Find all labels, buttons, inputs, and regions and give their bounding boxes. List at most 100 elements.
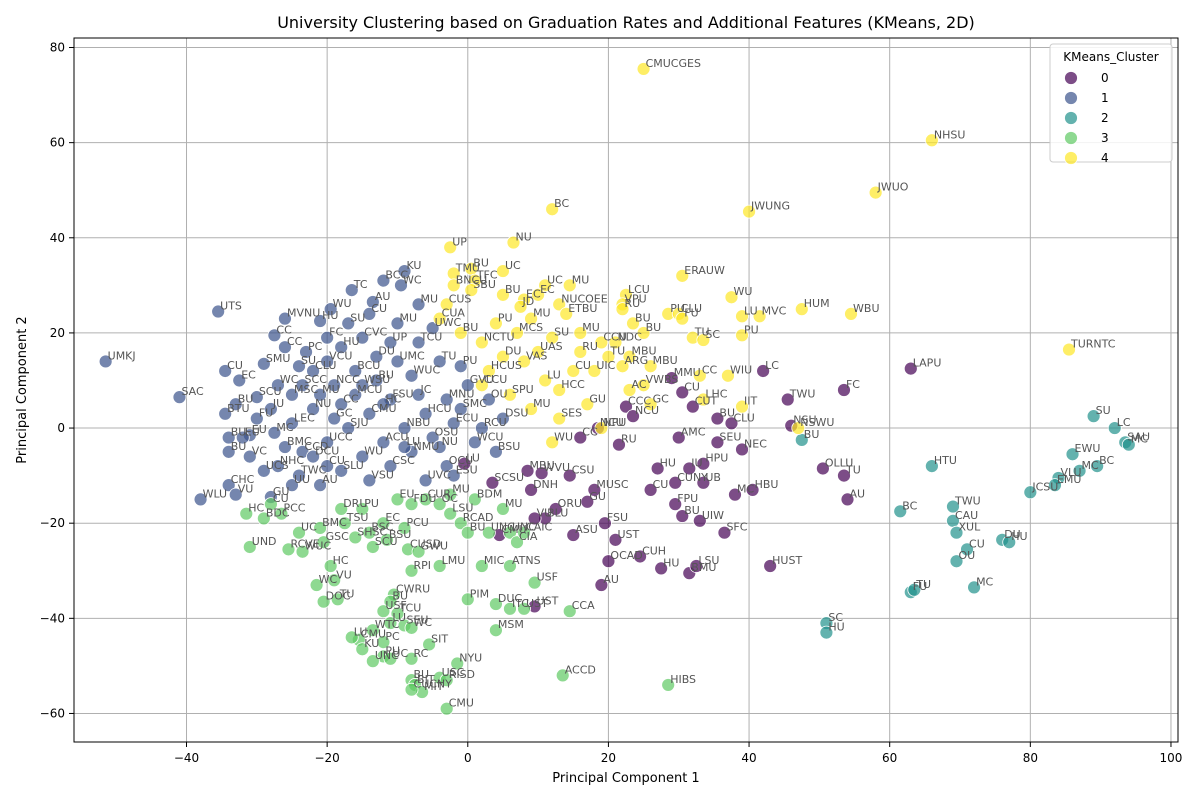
point-label: TU [915,578,931,591]
data-point-cluster-1 [299,345,313,359]
data-point-cluster-2 [924,459,939,474]
point-label: PC [385,630,400,643]
point-label: ARG [624,354,648,367]
data-point-cluster-1 [320,330,335,345]
point-label: CIA [519,530,538,543]
point-label: LU [466,452,480,465]
data-point-cluster-4 [573,345,588,359]
data-point-cluster-3 [327,573,342,588]
data-point-cluster-3 [555,668,570,683]
point-label: TC [353,278,368,291]
point-label: CUNY [677,471,708,484]
point-label: VC [252,445,268,458]
point-label: NHSU [934,128,966,141]
data-point-cluster-3 [309,578,324,592]
point-label: TWU [789,388,816,401]
data-point-cluster-1 [474,421,489,435]
point-label: SU [350,311,365,324]
point-label: BC [554,197,569,210]
data-point-cluster-3 [510,535,524,550]
point-label: TMU [455,261,480,274]
point-label: BU [231,426,247,439]
point-label: MNU [449,388,475,401]
point-label: VU [238,483,254,496]
data-point-cluster-1 [432,440,447,454]
data-point-cluster-1 [306,364,320,378]
point-label: NEC [744,437,767,450]
point-label: VAS [526,349,547,362]
data-point-cluster-0 [689,559,704,573]
data-point-cluster-4 [924,133,939,148]
data-point-cluster-4 [517,354,531,369]
data-point-cluster-0 [527,511,542,526]
point-label: CCC [628,395,651,408]
data-point-cluster-4 [524,402,538,416]
data-point-cluster-4 [432,311,447,326]
data-point-cluster-3 [489,623,503,638]
data-point-cluster-0 [654,561,669,576]
data-point-cluster-4 [643,397,658,412]
point-label: ORU [558,497,582,510]
data-point-cluster-3 [404,651,419,666]
legend-entry-label: 4 [1101,151,1109,165]
point-label: MSM [498,618,524,631]
data-point-cluster-0 [840,492,855,507]
data-point-cluster-1 [397,440,412,454]
data-point-cluster-0 [728,487,742,502]
legend-marker [1064,71,1078,85]
data-point-cluster-3 [330,592,345,607]
point-label: SEU [406,613,428,626]
point-label: CU [329,454,345,467]
data-point-cluster-4 [506,235,521,250]
data-point-cluster-3 [365,540,380,554]
data-point-cluster-1 [334,397,349,412]
data-point-cluster-3 [467,492,482,507]
point-label: CLU [315,359,336,372]
data-point-cluster-0 [815,461,830,476]
data-point-cluster-1 [348,387,363,402]
data-point-cluster-1 [271,459,285,474]
data-point-cluster-3 [496,502,510,516]
point-label: UIC [596,359,615,372]
point-label: AMC [681,426,706,439]
point-label: TU [694,326,710,339]
data-point-cluster-4 [636,326,651,340]
legend-marker [1064,91,1078,105]
data-point-cluster-1 [394,278,408,293]
point-label: MC [737,483,754,496]
point-label: SU [1096,404,1111,417]
data-point-cluster-1 [376,435,391,450]
point-label: CU [371,302,387,315]
point-label: CCU [484,373,507,386]
point-label: LMU [442,554,466,567]
data-point-cluster-4 [474,378,489,393]
data-point-cluster-0 [756,364,771,378]
point-label: ACU [385,430,408,443]
data-point-cluster-3 [239,506,254,521]
point-label: LSU [698,554,719,567]
data-point-cluster-4 [580,397,595,412]
data-point-cluster-4 [721,368,735,383]
data-point-cluster-4 [636,378,651,393]
data-point-cluster-4 [594,335,609,350]
point-label: BU [473,257,489,270]
point-label: UWC [435,316,462,329]
point-label: MU [582,321,600,334]
point-label: BMC [287,435,312,448]
data-point-cluster-1 [460,378,475,393]
point-label: TFC [476,269,498,282]
point-label: LU [547,368,561,381]
data-point-cluster-1 [425,430,440,445]
point-label: DSU [505,407,529,420]
point-label: RU [582,340,598,353]
point-label: WUC [414,364,441,377]
y-tick-label: 20 [50,326,65,340]
point-label: BC [902,499,917,512]
data-point-cluster-1 [376,397,391,412]
point-label: OC [442,492,459,505]
point-label: SU [301,354,316,367]
point-label: BNCU [456,273,488,286]
point-label: BU [505,283,521,296]
point-label: TU [441,349,457,362]
point-label: AU [375,290,391,303]
